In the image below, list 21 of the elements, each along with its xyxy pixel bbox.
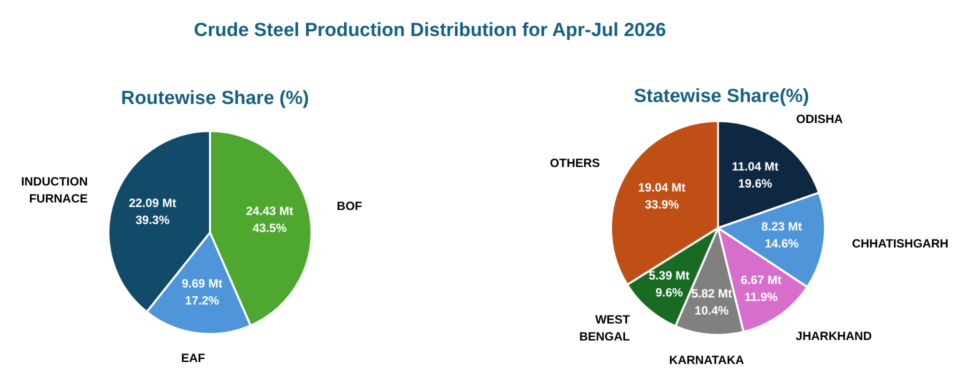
data-label: 9.69 Mt 17.2%: [182, 276, 222, 308]
data-label: 5.82 Mt 10.4%: [691, 286, 732, 318]
data-label: 11.04 Mt 19.6%: [732, 159, 779, 190]
data-label: 19.04 Mt 33.9%: [638, 180, 686, 212]
slice-label: CHHATISHGARH: [852, 236, 948, 251]
slice-label: JHARKHAND: [796, 329, 872, 344]
data-label: 24.43 Mt 43.5%: [246, 204, 294, 235]
data-label: 5.39 Mt 9.6%: [648, 268, 690, 300]
slice-label: KARNATAKA: [669, 352, 744, 367]
slice-label: OTHERS: [550, 156, 600, 170]
data-label: 6.67 Mt 11.9%: [740, 273, 782, 304]
slice-label: EAF: [181, 351, 206, 366]
slice-label: WEST BENGAL: [579, 312, 631, 344]
slice-label: INDUCTION FURNACE: [21, 174, 88, 206]
slice-label: BOF: [336, 198, 362, 213]
slice-label: ODISHA: [796, 112, 844, 126]
data-label: 8.23 Mt 14.6%: [761, 220, 802, 251]
chart-subtitle: Statewise Share(%): [632, 86, 810, 108]
text: Crude Steel Production Distribution for Apr-Jul 2026: [192, 20, 668, 42]
chart-subtitle: Routewise Share (%): [120, 88, 310, 110]
data-label: 22.09 Mt 39.3%: [128, 196, 176, 228]
